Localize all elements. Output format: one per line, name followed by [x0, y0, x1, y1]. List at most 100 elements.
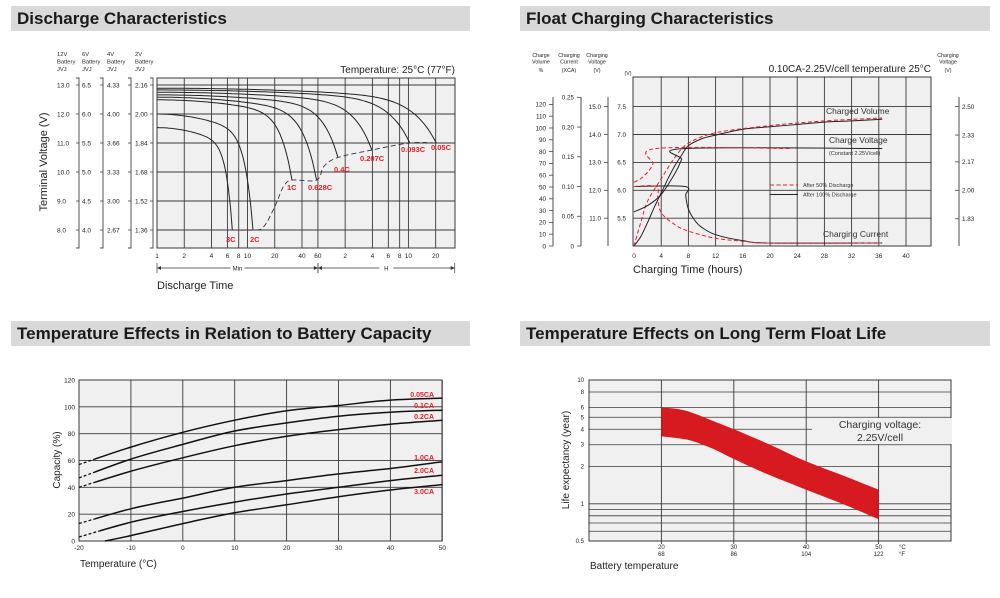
curve-label: 3.0CA: [414, 489, 434, 496]
y-tick-label: 4.00: [107, 112, 120, 119]
x-tick-label: 8: [237, 253, 241, 260]
y-tick-label: 30: [539, 208, 547, 215]
y-tick-label: 2.67: [107, 228, 120, 235]
y-tick-label: 7.0: [617, 132, 626, 139]
span-label-bg: [230, 264, 245, 272]
curve-label: 2C: [250, 235, 260, 244]
y-tick-label: 20: [539, 220, 547, 227]
y-tick-label: 10: [577, 378, 584, 384]
curve-label: Charging Current: [823, 229, 889, 239]
voltage_12v-curve-50: [633, 146, 791, 183]
x-tick-label: 4: [659, 253, 663, 260]
span-label: H: [384, 267, 388, 273]
capacity-curve-2.0CA: [99, 474, 443, 532]
temp-capacity-chart: 0 20 40 60 80 100 120 -20 -10 0 10 20 30 40 50 0.05CA 0.…: [52, 377, 446, 570]
curve-label: 3C: [226, 235, 236, 244]
y-tick-label: 1.84: [135, 141, 148, 148]
y-tick-label: 12.0: [589, 188, 602, 195]
capacity-curve-1.0CA: [94, 461, 443, 520]
x-tick-label: 20: [766, 253, 774, 260]
y-tick-label: 0.25: [562, 95, 575, 102]
y-tick-label: 2.00: [962, 188, 975, 195]
x-tick-label: 0: [181, 545, 185, 552]
axis-header: Charging: [558, 53, 580, 59]
y-tick-label: 5.5: [617, 216, 626, 223]
y-tick-label: 6: [581, 405, 585, 411]
x-tick-label: 4: [371, 253, 375, 260]
y-axis-title: Terminal Voltage (V): [38, 112, 50, 211]
annotation-bg: [812, 418, 952, 444]
x-axis-title: Battery temperature: [590, 561, 679, 572]
discharge-curve-1C: [156, 99, 293, 181]
y-tick-label: 3.66: [107, 141, 120, 148]
axis-header: Battery: [57, 60, 75, 66]
legend-label: After 50% Discharge: [803, 183, 853, 189]
discharge-curve-0.05C: [156, 87, 437, 144]
y-tick-label: 100: [535, 125, 546, 132]
plot-area: [156, 77, 456, 249]
curve-label: 0.1CA: [414, 403, 434, 410]
y-tick-label: 3: [581, 443, 585, 449]
axis-header: 2V: [135, 52, 142, 58]
axis-header: (XCA): [562, 68, 577, 74]
axis-header: %: [539, 68, 544, 74]
curve-label: 2.0CA: [414, 468, 434, 475]
y-tick-label: 40: [68, 485, 76, 492]
y-tick-label: 5.5: [82, 141, 91, 148]
axis-header: Battery: [107, 60, 125, 66]
x-tick-label: 36: [875, 253, 883, 260]
y-tick-label: 0.5: [576, 539, 585, 545]
voltage_12v-curve-100: [633, 147, 883, 213]
x-tick-label: 8: [687, 253, 691, 260]
x-tick-label: -20: [74, 545, 84, 552]
x-tick-label: 4: [210, 253, 214, 260]
x-tick-label: 30: [335, 545, 343, 552]
axis-header: JVJ: [107, 67, 117, 73]
y-tick-label: 2: [581, 465, 585, 471]
life-expectancy-band: [661, 407, 879, 520]
axis-header: Battery: [82, 60, 100, 66]
volume_pct-curve-100: [633, 118, 883, 247]
y-tick-label: 100: [64, 404, 75, 411]
y-tick-label: 11.0: [57, 141, 70, 148]
voltage-axis-bracket: [128, 77, 132, 249]
y-tick-label: 80: [539, 149, 547, 156]
y-tick-label: 0.20: [562, 124, 575, 131]
x-tick-label: 0: [632, 253, 636, 260]
x-tick-label: 8: [398, 253, 402, 260]
axis-header: JVJ: [135, 67, 145, 73]
axis-header: Charging: [586, 53, 608, 59]
y-tick-label: 6.5: [617, 160, 626, 167]
axis-header: JVJ: [57, 67, 67, 73]
span-label: Min: [233, 267, 243, 273]
y-tick-label: 4.0: [82, 228, 91, 235]
voltage-axis-bracket: [76, 77, 80, 249]
curve-label: 0.207C: [360, 154, 385, 163]
curve-label: Charged Volume: [826, 106, 890, 116]
curve-label: 1C: [287, 183, 297, 192]
span-label-bg: [379, 264, 394, 272]
y-tick-label: 20: [68, 512, 76, 519]
x-tick-label: 60: [314, 253, 322, 260]
unit-f: °F: [899, 552, 905, 558]
voltage-axis-bracket: [100, 77, 104, 249]
capacity-curve-0.1CA: [94, 409, 443, 473]
y-tick-label: 1.52: [135, 199, 148, 206]
y-tick-label: 2.17: [962, 159, 975, 166]
y-tick-label: 15.0: [589, 104, 602, 111]
axis-header: 12V: [57, 52, 67, 58]
y-tick-label: 1.36: [135, 228, 148, 235]
y-tick-label: 7.5: [617, 104, 626, 111]
y-tick-label: 90: [539, 137, 547, 144]
x-tick-label: 16: [739, 253, 747, 260]
y-tick-label: 50: [539, 184, 547, 191]
axis-header: Voltage: [588, 60, 606, 66]
y-tick-label: 2.50: [962, 104, 975, 111]
y-tick-label: 120: [64, 377, 75, 384]
x-tick-label: 40: [298, 253, 306, 260]
x-tick-label: 10: [231, 545, 239, 552]
x-tick-label: 2: [343, 253, 347, 260]
x-tick-label-c: 30: [730, 545, 737, 551]
x-tick-label: 6: [226, 253, 230, 260]
